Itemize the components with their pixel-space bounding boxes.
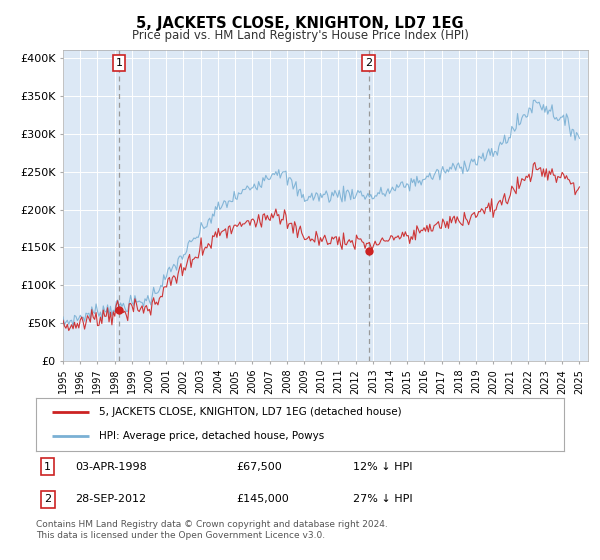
Text: 1: 1: [44, 461, 51, 472]
Text: 5, JACKETS CLOSE, KNIGHTON, LD7 1EG: 5, JACKETS CLOSE, KNIGHTON, LD7 1EG: [136, 16, 464, 31]
Text: 12% ↓ HPI: 12% ↓ HPI: [353, 461, 412, 472]
Text: 28-SEP-2012: 28-SEP-2012: [76, 494, 147, 505]
Text: 03-APR-1998: 03-APR-1998: [76, 461, 148, 472]
Text: 1: 1: [115, 58, 122, 68]
Text: £145,000: £145,000: [236, 494, 289, 505]
Text: Price paid vs. HM Land Registry's House Price Index (HPI): Price paid vs. HM Land Registry's House …: [131, 29, 469, 42]
Text: 27% ↓ HPI: 27% ↓ HPI: [353, 494, 412, 505]
Text: HPI: Average price, detached house, Powys: HPI: Average price, detached house, Powy…: [100, 431, 325, 441]
Text: 5, JACKETS CLOSE, KNIGHTON, LD7 1EG (detached house): 5, JACKETS CLOSE, KNIGHTON, LD7 1EG (det…: [100, 408, 402, 418]
Text: Contains HM Land Registry data © Crown copyright and database right 2024.
This d: Contains HM Land Registry data © Crown c…: [36, 520, 388, 540]
Text: 2: 2: [365, 58, 372, 68]
Text: 2: 2: [44, 494, 51, 505]
Text: £67,500: £67,500: [236, 461, 283, 472]
